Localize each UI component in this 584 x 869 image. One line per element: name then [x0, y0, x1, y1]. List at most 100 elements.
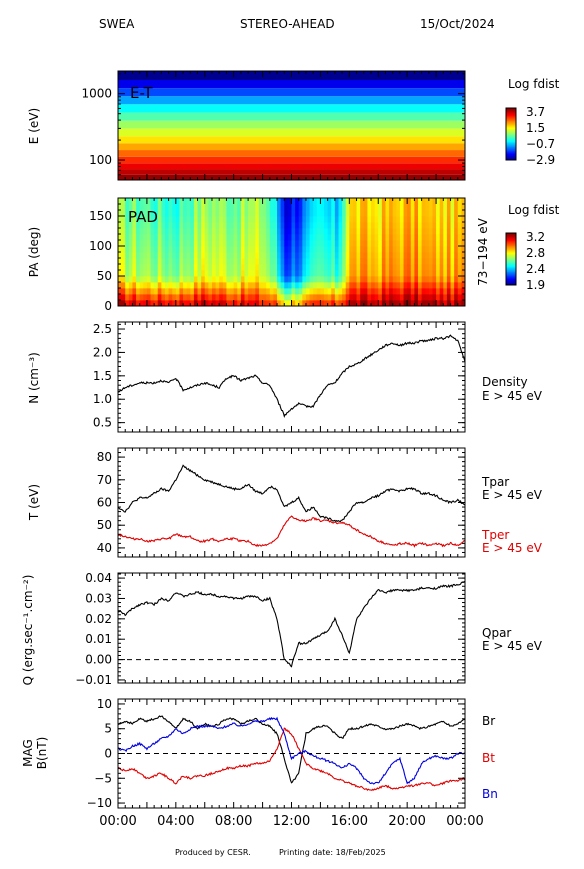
pad-cell	[280, 228, 285, 235]
pad-cell	[454, 270, 459, 277]
pad-cell	[168, 264, 173, 271]
pad-cell	[121, 288, 126, 295]
pad-cell	[439, 198, 444, 205]
pad-cell	[345, 252, 350, 259]
pad-cell	[385, 222, 390, 229]
pad-cell	[439, 300, 444, 307]
colorbar-cell	[506, 128, 516, 131]
pad-cell	[324, 210, 329, 217]
pad-cell	[399, 282, 404, 289]
pad-cell	[403, 252, 408, 259]
pad-cell	[179, 234, 184, 241]
pad-cell	[273, 276, 278, 283]
pad-cell	[186, 252, 191, 259]
pad-cell	[284, 228, 289, 235]
pad-cell	[277, 294, 282, 301]
pad-cell	[436, 234, 441, 241]
colorbar-cell	[506, 261, 516, 264]
pad-cell	[204, 234, 209, 241]
header-instrument: SWEA	[99, 17, 135, 31]
pad-cell	[240, 300, 245, 307]
pad-cell	[132, 288, 137, 295]
pad-cell	[389, 198, 394, 205]
pad-cell	[302, 246, 307, 253]
pad-cell	[190, 288, 195, 295]
colorbar-cell	[506, 135, 516, 137]
pad-cell	[150, 294, 155, 301]
pad-cell	[230, 300, 235, 307]
pad-cell	[168, 210, 173, 217]
colorbar-cell	[506, 109, 516, 111]
pad-cell	[143, 258, 148, 265]
pad-cell	[385, 234, 390, 241]
pad-cell	[157, 276, 162, 283]
pad-cell	[164, 210, 170, 217]
pad-cell	[164, 252, 170, 259]
pad-cell	[183, 252, 188, 259]
pad-cell	[237, 252, 242, 259]
pad-cell	[211, 294, 216, 301]
pad-cell	[121, 222, 126, 229]
pad-cell	[342, 258, 347, 265]
pad-cell	[439, 210, 444, 217]
pad-cell	[446, 258, 451, 265]
pad-cell	[201, 300, 206, 307]
pad-cell	[392, 258, 397, 265]
pad-cell	[295, 252, 300, 259]
pad-cell	[399, 204, 404, 211]
pad-cell	[248, 252, 253, 259]
pad-cell	[287, 270, 292, 277]
pad-cell	[367, 282, 372, 289]
pad-cell	[248, 204, 253, 211]
pad-cell	[418, 234, 423, 241]
pad-cell	[316, 246, 321, 253]
pad-cell	[204, 222, 209, 229]
pad-cell	[204, 216, 209, 223]
pad-cell	[118, 246, 123, 253]
pad-cell	[222, 258, 227, 265]
pad-cell	[190, 294, 195, 301]
pad-cell	[208, 270, 213, 277]
pad-cell	[125, 300, 130, 307]
pad-cell	[450, 264, 455, 271]
pad-cell	[211, 240, 216, 247]
pad-cell	[327, 288, 332, 295]
pad-cell	[277, 282, 282, 289]
pad-cell	[215, 258, 220, 265]
pad-cell	[381, 276, 386, 283]
pad-cell	[392, 216, 397, 223]
pad-cell	[443, 234, 448, 241]
pad-cell	[139, 252, 144, 259]
pad-cell	[302, 210, 307, 217]
pad-cell	[291, 198, 296, 205]
pad-cell	[211, 282, 216, 289]
pad-cell	[132, 252, 137, 259]
pad-cell	[179, 228, 184, 235]
series-line-bn	[118, 716, 466, 785]
pad-cell	[428, 264, 433, 271]
pad-cell	[226, 252, 231, 259]
pad-cell	[345, 246, 350, 253]
colorbar-cell	[506, 145, 516, 148]
pad-cell	[255, 198, 260, 205]
pad-cell	[164, 216, 170, 223]
pad-cell	[262, 216, 267, 223]
pad-cell	[248, 258, 253, 265]
pad-cell	[136, 204, 141, 211]
pad-cell	[121, 258, 126, 265]
pad-cell	[446, 210, 451, 217]
pad-cell	[258, 216, 263, 223]
pad-cell	[143, 300, 148, 307]
pad-cell	[410, 240, 415, 247]
pad-cell	[374, 198, 379, 205]
pad-cell	[258, 258, 263, 265]
pad-cell	[186, 204, 191, 211]
pad-cell	[378, 270, 383, 277]
pad-cell	[334, 246, 339, 253]
pad-cell	[305, 240, 310, 247]
pad-cell	[371, 294, 376, 301]
pad-cell	[360, 288, 365, 295]
pad-cell	[251, 240, 256, 247]
pad-cell	[295, 300, 300, 307]
pad-cell	[432, 228, 437, 235]
